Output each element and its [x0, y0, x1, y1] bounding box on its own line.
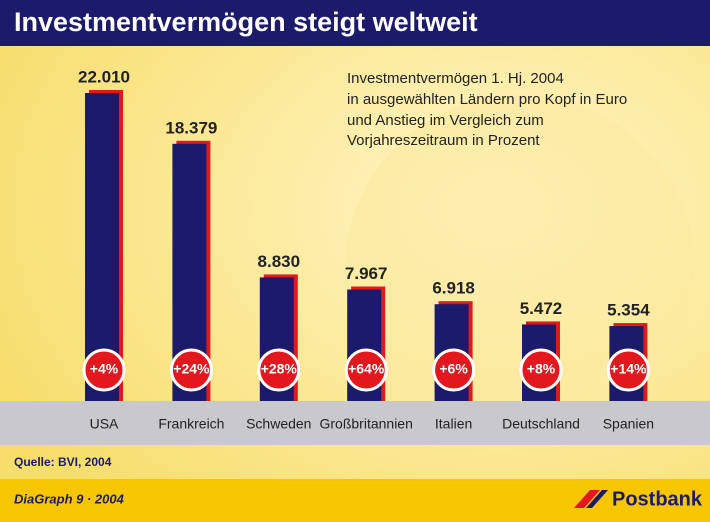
logo-mark [586, 490, 608, 508]
value-label: 6.918 [432, 279, 475, 298]
value-label: 18.379 [165, 118, 217, 137]
value-label: 5.472 [520, 299, 563, 318]
growth-badge [519, 348, 563, 392]
x-tick-label: Schweden [246, 416, 311, 432]
x-tick-label: Italien [435, 416, 472, 432]
value-label: 22.010 [78, 67, 130, 86]
footer-label: DiaGraph 9 · 2004 [14, 491, 125, 506]
growth-label: +64% [348, 361, 385, 377]
value-label: 8.830 [258, 252, 301, 271]
subtitle-line: in ausgewählten Ländern pro Kopf in Euro [347, 91, 627, 108]
footer-bar [0, 479, 710, 522]
subtitle-line: und Anstieg im Vergleich zum [347, 112, 544, 129]
brand-logo [574, 490, 608, 508]
brand-name: Postbank [612, 488, 703, 510]
growth-badge [169, 348, 213, 392]
source: Quelle: BVI, 2004 [14, 455, 112, 469]
growth-label: +14% [610, 361, 647, 377]
x-tick-label: Deutschland [502, 416, 580, 432]
growth-label: +6% [439, 361, 468, 377]
value-label: 5.354 [607, 301, 650, 320]
x-tick-label: Frankreich [158, 416, 224, 432]
chart-title: Investmentvermögen steigt weltweit [14, 7, 478, 37]
growth-label: +8% [527, 361, 556, 377]
logo-mark [574, 490, 600, 508]
value-label: 7.967 [345, 264, 388, 283]
x-tick-label: USA [90, 416, 119, 432]
subtitle-line: Investmentvermögen 1. Hj. 2004 [347, 70, 564, 87]
growth-badge [432, 348, 476, 392]
growth-badge [606, 348, 650, 392]
category-band [0, 401, 710, 445]
x-tick-label: Großbritannien [320, 416, 413, 432]
growth-label: +24% [173, 361, 210, 377]
growth-badge [344, 348, 388, 392]
title-bar [0, 0, 710, 46]
growth-label: +28% [261, 361, 298, 377]
growth-label: +4% [90, 361, 119, 377]
coin-decoration [345, 95, 695, 445]
growth-badge [257, 348, 301, 392]
x-tick-label: Spanien [603, 416, 654, 432]
growth-badge [82, 348, 126, 392]
subtitle-line: Vorjahreszeitraum in Prozent [347, 132, 540, 149]
